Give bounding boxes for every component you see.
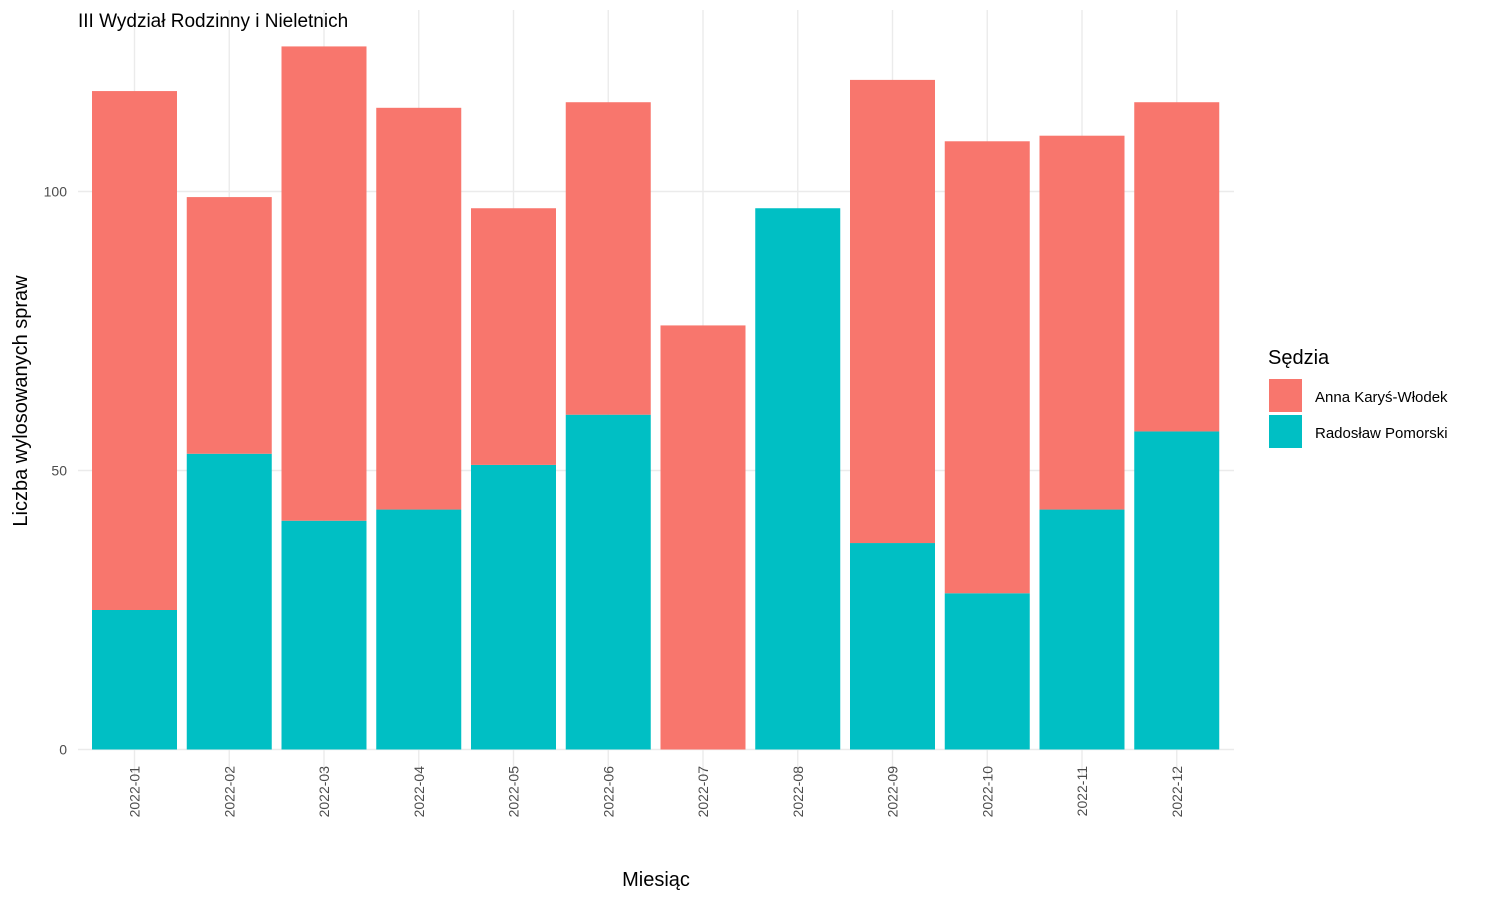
x-tick-label-2022-08: 2022-08 <box>790 766 806 818</box>
x-tick-label-2022-09: 2022-09 <box>885 766 901 818</box>
bar-2022-12-series-0 <box>1134 431 1220 750</box>
bar-2022-02-series-1 <box>186 197 272 454</box>
bar-2022-09-series-1 <box>850 79 935 544</box>
x-tick-label-2022-01: 2022-01 <box>127 766 143 818</box>
legend: Sędzia Anna Karyś-Włodek Radosław Pomors… <box>1268 347 1448 448</box>
bar-2022-12-series-1 <box>1134 102 1220 432</box>
x-axis-ticks: 2022-01 2022-02 2022-03 2022-04 2022-05 2022-… <box>127 766 1185 818</box>
bar-2022-03-series-1 <box>281 46 367 521</box>
bar-2022-11-series-1 <box>1039 135 1125 510</box>
y-axis-ticks: 0 50 100 <box>44 184 68 758</box>
y-tick-label-100: 100 <box>44 184 68 200</box>
bar-2022-06-series-1 <box>565 102 651 415</box>
bar-2022-07-series-1 <box>660 325 746 750</box>
x-tick-label-2022-11: 2022-11 <box>1074 766 1090 817</box>
legend-swatch-anna <box>1269 379 1302 412</box>
bar-2022-01-series-0 <box>92 610 177 750</box>
bar-2022-09-series-0 <box>850 543 935 750</box>
bar-2022-05-series-1 <box>471 208 556 465</box>
bar-2022-03-series-0 <box>281 520 367 750</box>
y-tick-label-0: 0 <box>59 742 67 758</box>
y-axis-title: Liczba wylosowanych spraw <box>10 275 32 527</box>
x-axis-title: Miesiąc <box>622 869 690 891</box>
bar-2022-01-series-1 <box>92 91 177 610</box>
bar-2022-04-series-1 <box>376 107 462 510</box>
legend-swatch-radoslaw <box>1269 415 1302 448</box>
x-tick-label-2022-10: 2022-10 <box>979 766 995 818</box>
bar-2022-02-series-0 <box>186 453 272 750</box>
bars <box>92 46 1220 750</box>
bar-2022-06-series-0 <box>565 414 651 750</box>
bar-2022-04-series-0 <box>376 509 462 750</box>
x-tick-label-2022-04: 2022-04 <box>411 766 427 818</box>
x-tick-label-2022-12: 2022-12 <box>1169 766 1185 818</box>
x-tick-label-2022-05: 2022-05 <box>506 766 522 818</box>
y-tick-label-50: 50 <box>51 463 67 479</box>
x-tick-label-2022-07: 2022-07 <box>695 766 711 818</box>
x-tick-label-2022-03: 2022-03 <box>316 766 332 818</box>
legend-title: Sędzia <box>1268 347 1330 369</box>
bar-2022-08-series-0 <box>755 208 841 750</box>
bar-2022-10-series-1 <box>944 141 1030 594</box>
bar-2022-05-series-0 <box>471 464 556 750</box>
bar-2022-11-series-0 <box>1039 509 1125 750</box>
chart-title: III Wydział Rodzinny i Nieletnich <box>78 11 348 32</box>
legend-label-anna: Anna Karyś-Włodek <box>1315 389 1448 406</box>
bar-2022-10-series-0 <box>944 593 1030 750</box>
x-tick-label-2022-02: 2022-02 <box>221 766 237 818</box>
x-tick-label-2022-06: 2022-06 <box>600 766 616 818</box>
legend-label-radoslaw: Radosław Pomorski <box>1315 425 1448 442</box>
